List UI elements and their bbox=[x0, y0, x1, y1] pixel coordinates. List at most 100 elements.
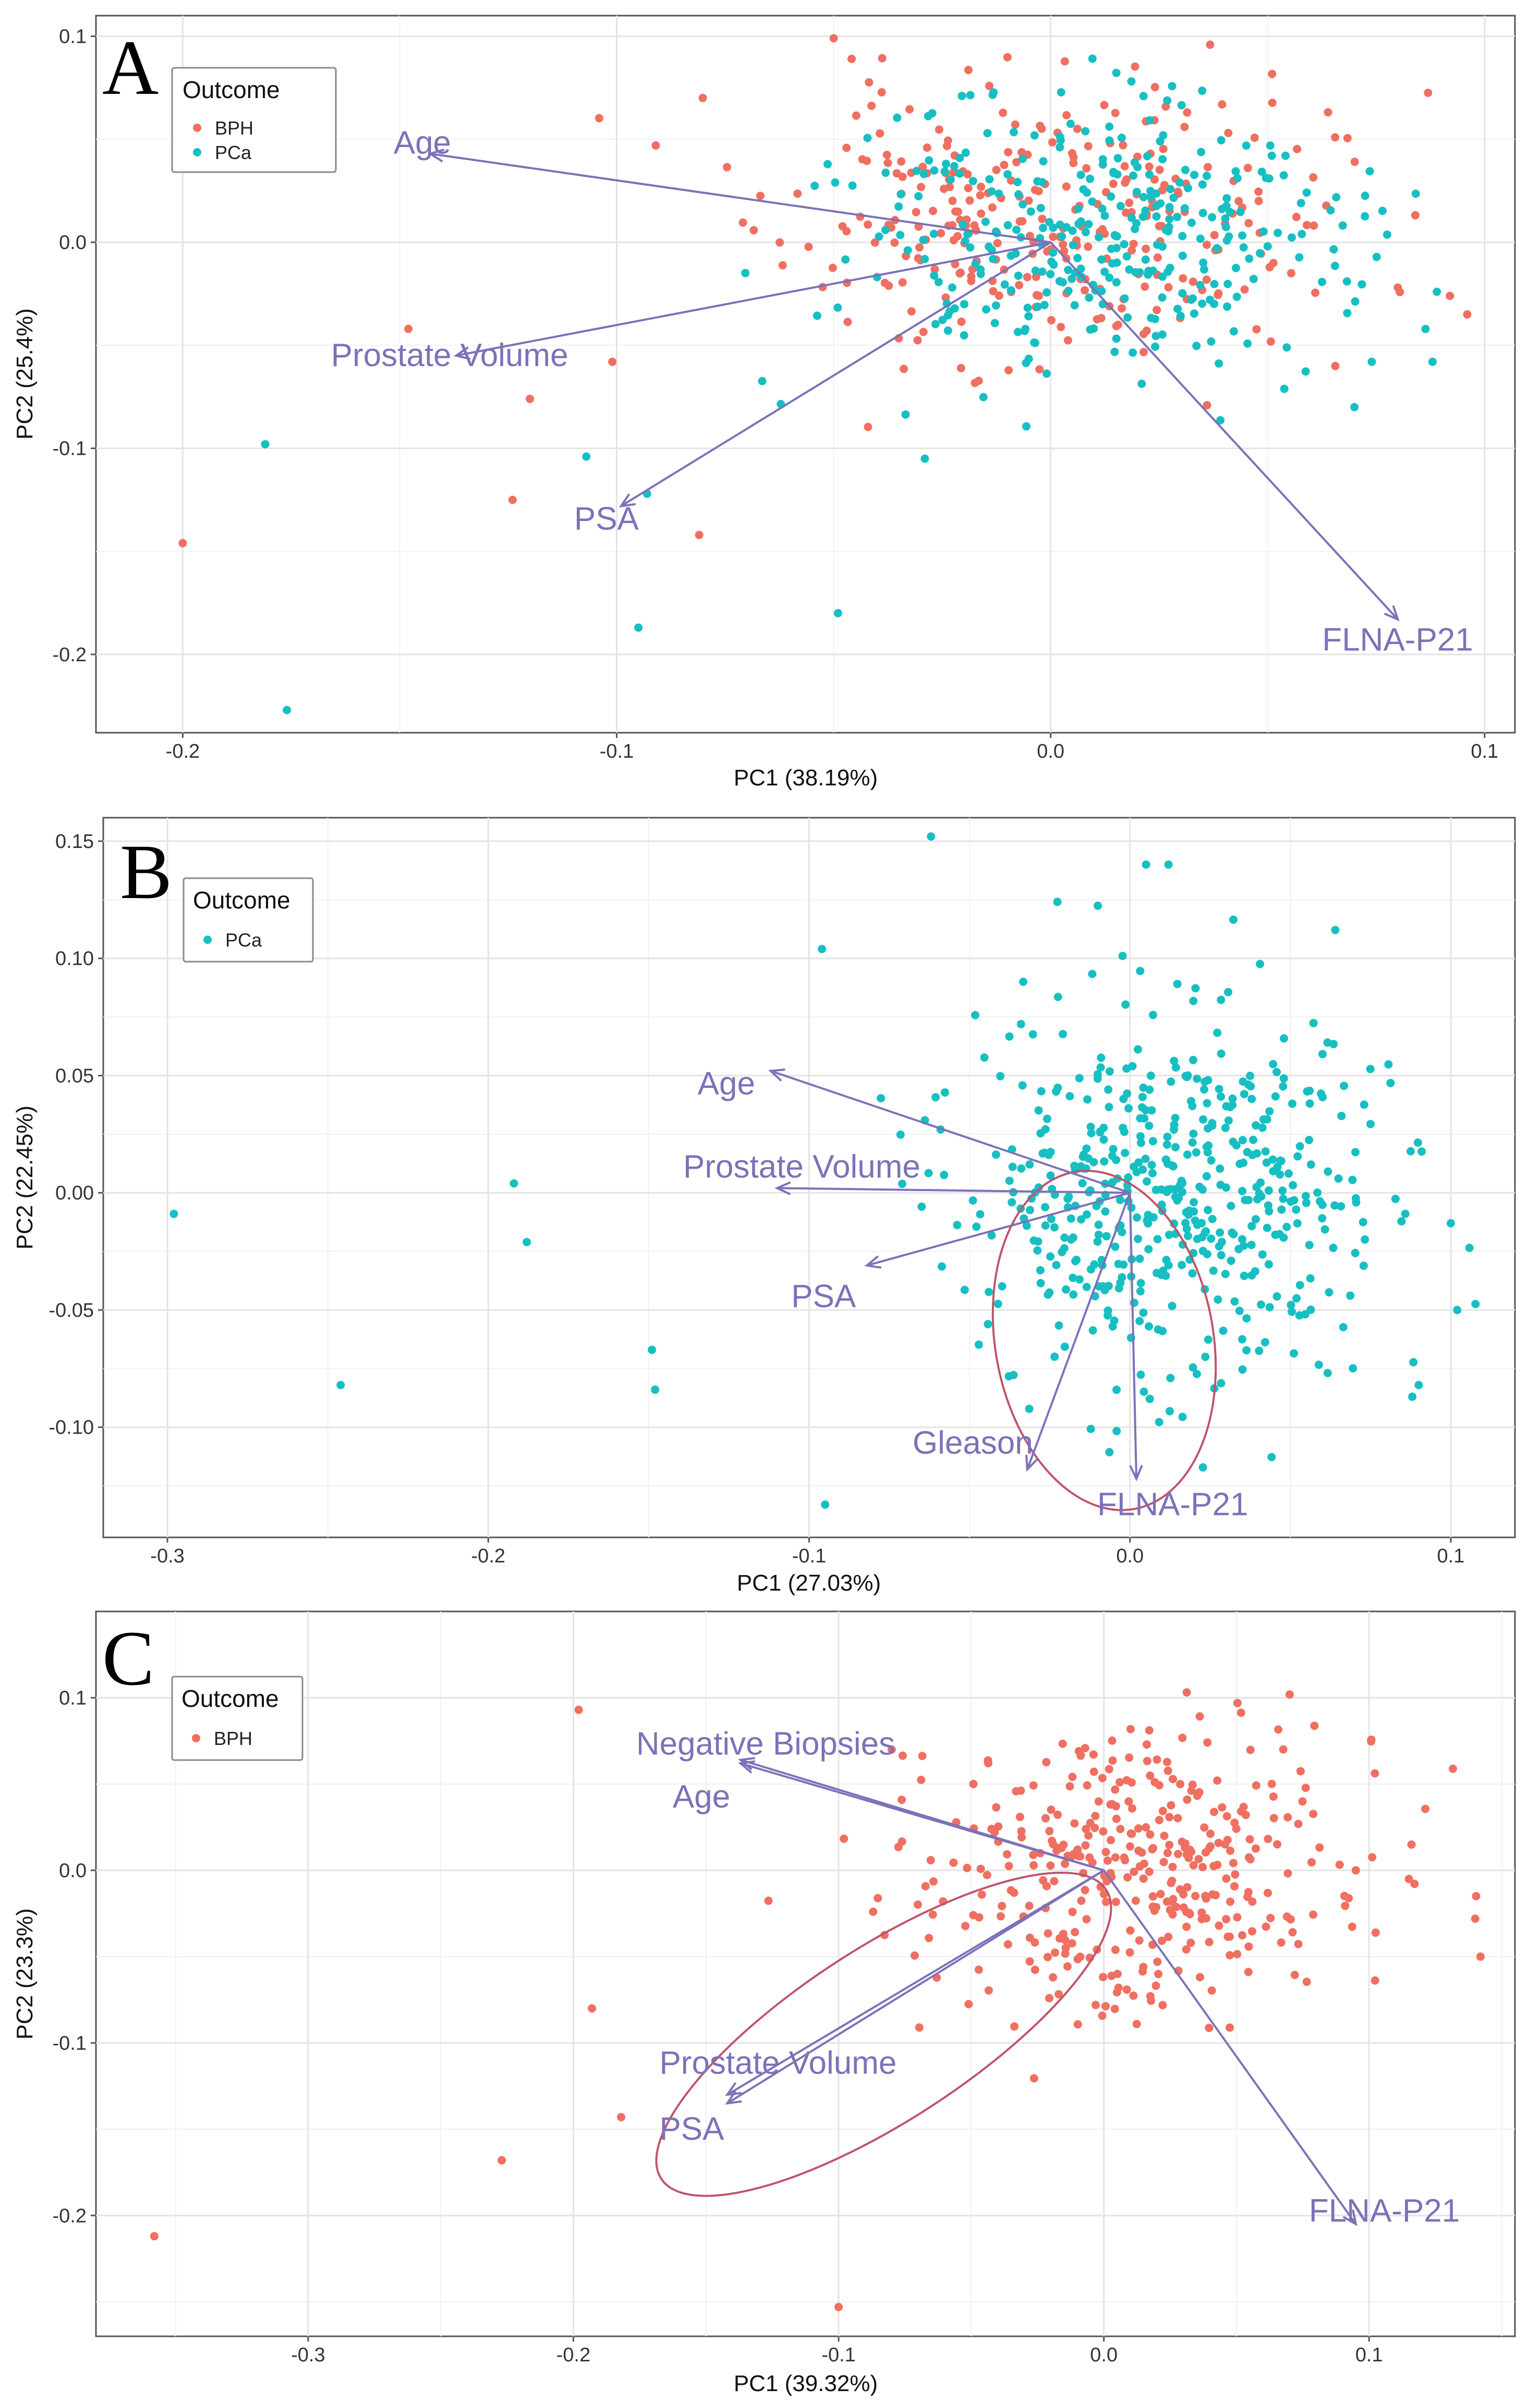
panel-b-point-pca bbox=[1144, 1245, 1153, 1254]
panel-b-point-pca bbox=[1209, 1266, 1218, 1275]
panel-c-point-bph bbox=[1198, 1863, 1207, 1872]
panel-b-point-pca bbox=[1136, 1371, 1145, 1379]
panel-b-point-pca bbox=[1217, 1092, 1226, 1101]
panel-a-point-pca bbox=[1145, 116, 1154, 125]
panel-c-point-bph bbox=[1195, 1973, 1204, 1982]
panel-a-point-pca bbox=[1198, 180, 1207, 189]
panel-c-point-bph bbox=[1050, 1877, 1059, 1886]
panel-b-point-pca bbox=[1269, 1167, 1278, 1175]
panel-a-point-bph bbox=[919, 328, 928, 336]
panel-a-point-pca bbox=[1236, 208, 1245, 216]
panel-b-point-pca bbox=[1359, 1218, 1367, 1227]
panel-b-point-pca bbox=[1219, 1326, 1228, 1335]
panel-c-point-bph bbox=[1214, 1838, 1223, 1847]
panel-b-point-pca bbox=[1192, 1369, 1201, 1378]
panel-a-point-pca bbox=[1223, 280, 1232, 288]
panel-c-point-bph bbox=[1213, 1861, 1222, 1870]
panel-a-y-tick-label: -0.1 bbox=[53, 438, 87, 460]
panel-b-point-pca bbox=[1034, 1183, 1043, 1192]
panel-a-point-pca bbox=[1190, 171, 1199, 179]
panel-b-point-pca bbox=[1027, 1194, 1036, 1203]
panel-b-point-pca bbox=[1288, 1307, 1296, 1316]
panel-c-point-bph bbox=[1207, 1986, 1216, 1995]
panel-b-point-pca bbox=[1173, 1196, 1182, 1205]
panel-b-point-pca bbox=[1408, 1392, 1417, 1401]
panel-b-point-pca bbox=[1195, 1182, 1204, 1191]
panel-a-legend-key-pca bbox=[193, 148, 201, 156]
panel-b-point-pca bbox=[1164, 860, 1173, 869]
panel-b-point-pca bbox=[1204, 1124, 1212, 1133]
panel-b-point-pca bbox=[1178, 1260, 1186, 1269]
panel-b-point-pca bbox=[1306, 1305, 1315, 1314]
panel-c-point-bph bbox=[1050, 1948, 1059, 1957]
panel-b-point-pca bbox=[1077, 1215, 1086, 1224]
panel-a-point-bph bbox=[1203, 240, 1211, 249]
panel-a-point-bph bbox=[1084, 242, 1093, 251]
panel-b-point-pca bbox=[1314, 1360, 1323, 1369]
panel-a-point-pca bbox=[1039, 157, 1048, 166]
panel-b-point-pca bbox=[1017, 1164, 1026, 1173]
panel-c-point-bph bbox=[1081, 1841, 1090, 1850]
panel-b-point-pca bbox=[1143, 1216, 1151, 1225]
panel-a-point-pca bbox=[991, 301, 1000, 310]
panel-b-point-pca bbox=[1366, 1120, 1375, 1129]
panel-a-point-bph bbox=[1268, 69, 1277, 78]
panel-a-legend-title: Outcome bbox=[183, 76, 280, 103]
panel-a-point-pca bbox=[1296, 199, 1305, 208]
panel-c-point-bph bbox=[1045, 1994, 1054, 2003]
panel-a-point-pca bbox=[1329, 245, 1338, 254]
panel-b-point-pca bbox=[1136, 1287, 1145, 1296]
panel-c-point-bph bbox=[1010, 2022, 1019, 2031]
panel-a-point-bph bbox=[842, 143, 851, 152]
panel-b-point-pca bbox=[998, 1282, 1007, 1291]
panel-c-point-bph bbox=[1158, 1806, 1167, 1815]
panel-a-point-bph bbox=[1121, 208, 1130, 217]
panel-a-point-pca bbox=[931, 320, 940, 329]
panel-a-point-pca bbox=[1411, 189, 1420, 198]
panel-a-point-bph bbox=[917, 183, 926, 191]
panel-c-point-bph bbox=[963, 1863, 972, 1872]
panel-c-point-bph bbox=[1162, 1757, 1171, 1766]
panel-c-point-bph bbox=[1081, 1886, 1089, 1895]
panel-a-point-pca bbox=[968, 177, 977, 186]
panel-a-point-bph bbox=[1224, 129, 1233, 138]
panel-a-point-bph bbox=[1141, 282, 1149, 291]
panel-b-point-pca bbox=[1045, 1288, 1054, 1297]
panel-c-point-bph bbox=[1142, 1823, 1150, 1832]
panel-a-point-bph bbox=[985, 81, 993, 90]
panel-b-point-pca bbox=[1227, 1256, 1235, 1265]
panel-a-point-bph bbox=[954, 208, 963, 216]
panel-b-point-pca bbox=[1238, 1335, 1246, 1344]
panel-c-point-bph bbox=[1471, 1914, 1480, 1923]
panel-c-point-bph bbox=[1116, 1825, 1125, 1834]
panel-b-point-pca bbox=[1229, 915, 1238, 924]
panel-a-point-pca bbox=[1151, 332, 1160, 341]
panel-c-point-bph bbox=[1298, 1797, 1307, 1806]
panel-a-point-bph bbox=[1164, 283, 1173, 292]
panel-a-point-pca bbox=[1365, 167, 1374, 176]
panel-a-point-pca bbox=[959, 220, 967, 229]
panel-a-point-bph bbox=[1311, 288, 1320, 297]
panel-a-point-bph bbox=[1203, 163, 1212, 172]
panel-a-point-bph bbox=[999, 108, 1008, 117]
panel-b-point-pca bbox=[960, 1286, 969, 1294]
panel-c-point-bph bbox=[1208, 1890, 1217, 1899]
panel-a-point-bph bbox=[1139, 348, 1148, 357]
panel-b-loadings: Age Prostate Volume PSA Gleason FLNA-P21 bbox=[683, 1065, 1248, 1522]
panel-b-point-pca bbox=[1329, 1243, 1338, 1252]
panel-b-point-pca bbox=[1155, 1417, 1163, 1426]
panel-c-point-bph bbox=[1215, 1921, 1223, 1930]
panel-c-point-bph bbox=[1264, 1835, 1272, 1844]
panel-a-point-bph bbox=[988, 203, 997, 212]
panel-a-point-bph bbox=[1250, 134, 1259, 142]
panel-b-point-pca bbox=[1247, 1241, 1256, 1250]
panel-a-point-bph bbox=[1424, 88, 1433, 97]
panel-a-legend-key-bph bbox=[193, 124, 201, 132]
panel-a-point-pca bbox=[985, 175, 994, 184]
panel-a-point-pca bbox=[943, 311, 952, 320]
panel-c-point-bph bbox=[1126, 1725, 1135, 1733]
panel-a-point-pca bbox=[1105, 136, 1114, 145]
panel-a-point-pca bbox=[960, 300, 969, 309]
panel-b-point-pca bbox=[1082, 1144, 1091, 1153]
panel-b-point-pca bbox=[1183, 1231, 1192, 1240]
